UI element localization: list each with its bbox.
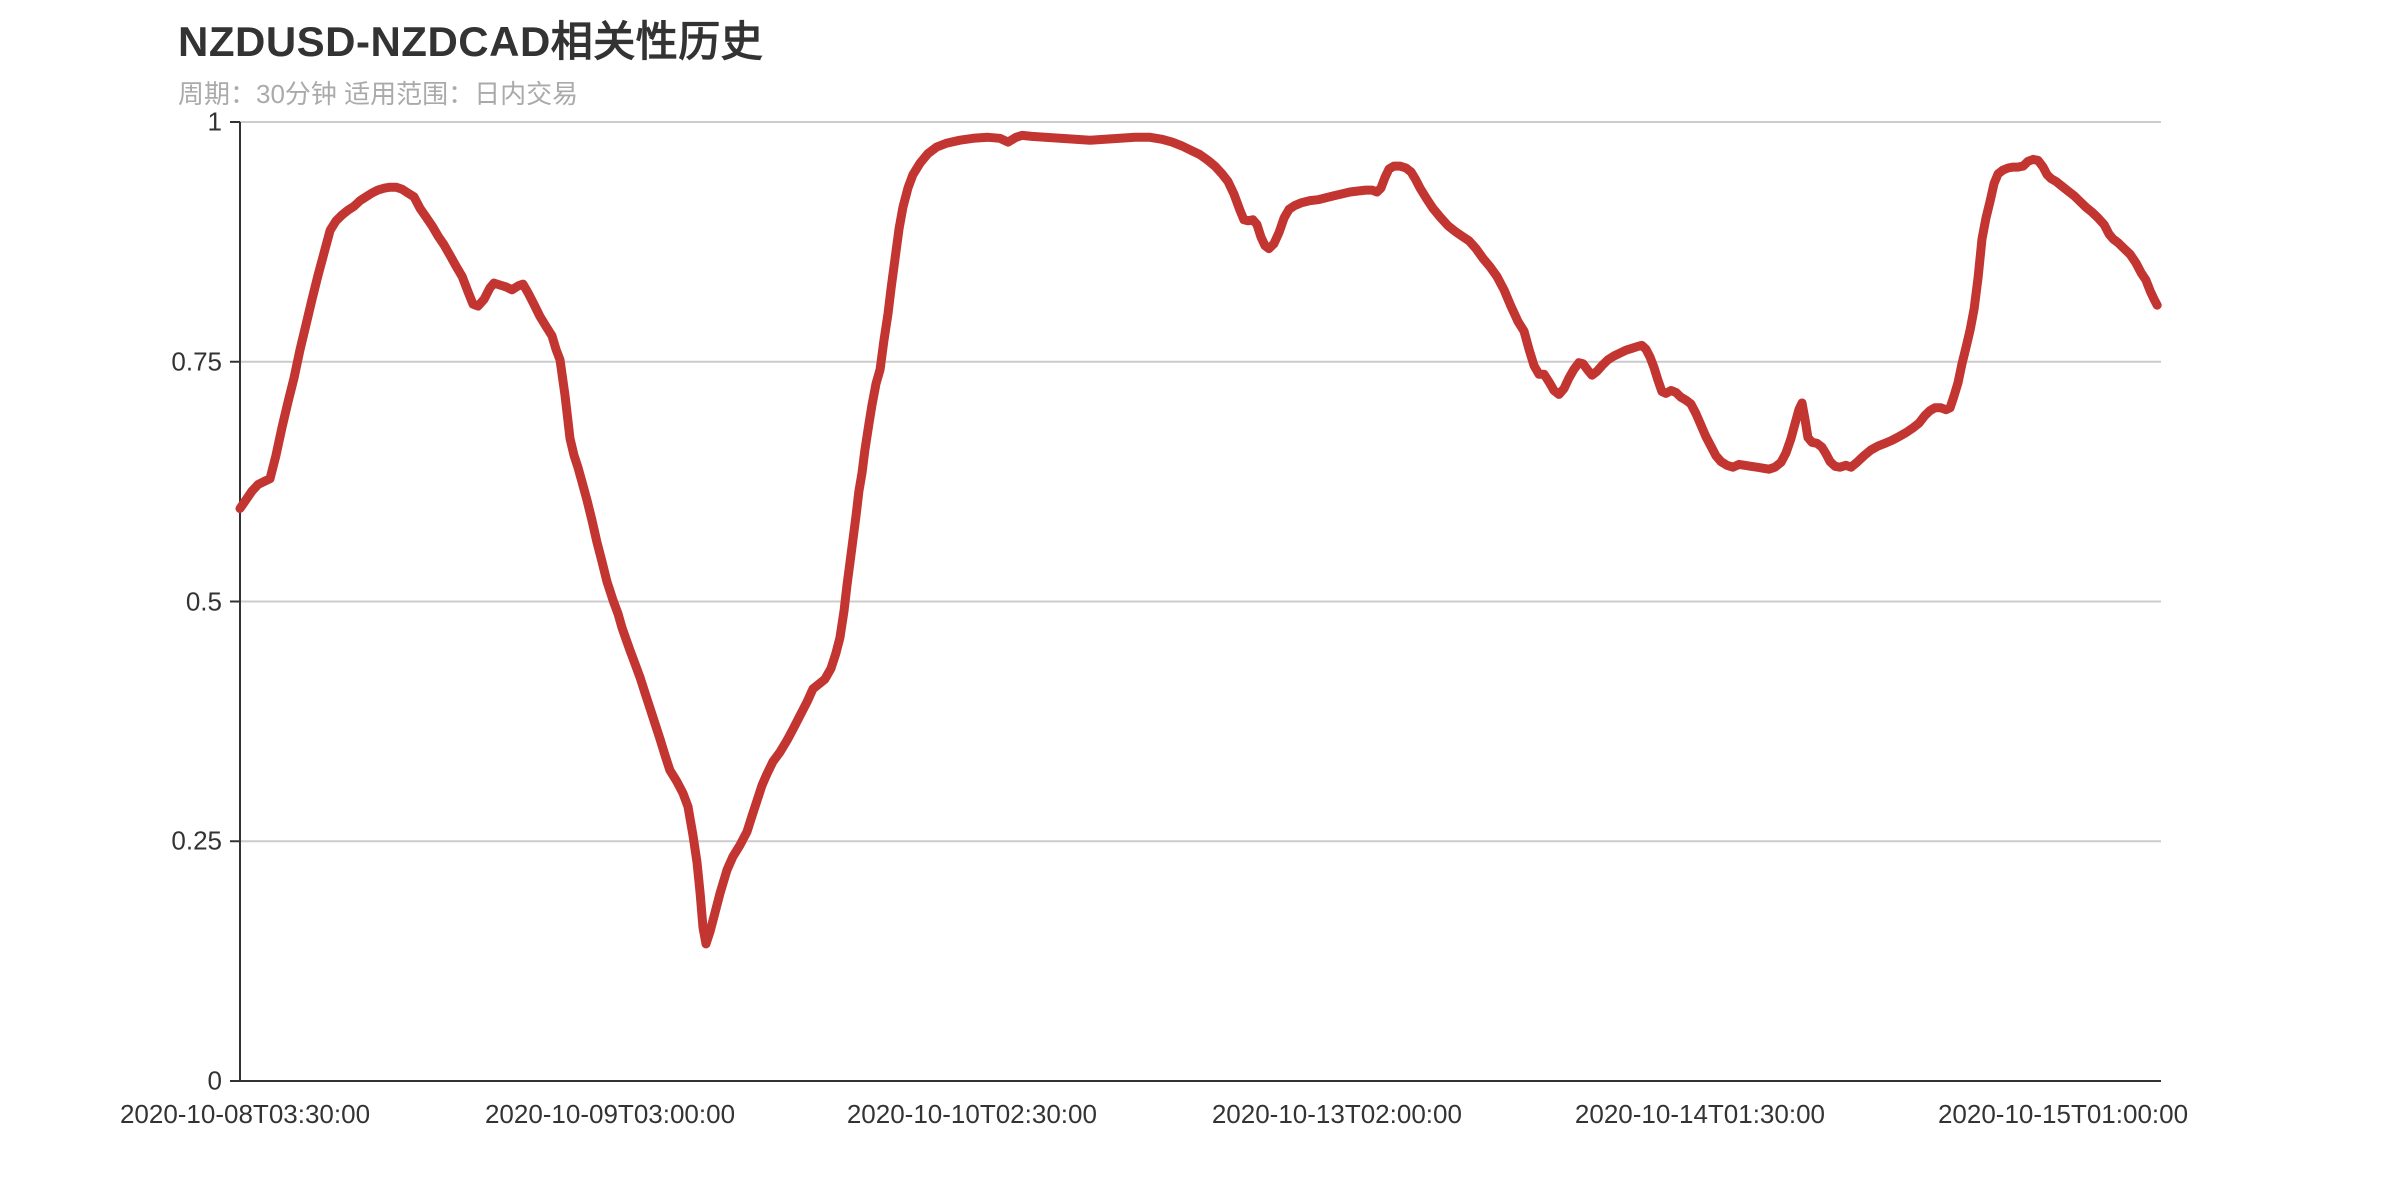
y-axis-tick-label: 0.75 (171, 346, 222, 377)
x-axis-tick-label: 2020-10-10T02:30:00 (846, 1099, 1097, 1129)
y-axis-tick-label: 0.25 (171, 825, 222, 856)
y-axis-tick-label: 0 (207, 1065, 222, 1096)
x-axis-tick-label: 2020-10-15T01:00:00 (1937, 1099, 2189, 1129)
y-axis-tick-label: 0.5 (185, 586, 222, 616)
chart-title: NZDUSD-NZDCAD相关性历史 (178, 18, 764, 65)
y-axis-tick-label: 1 (207, 106, 222, 137)
x-axis-tick-label: 2020-10-14T01:30:00 (1574, 1099, 1825, 1129)
x-axis-tick-label: 2020-10-09T03:00:00 (484, 1099, 736, 1129)
x-axis-tick-label: 2020-10-13T02:00:00 (1211, 1099, 1462, 1129)
x-axis-tick-label: 2020-10-08T03:30:00 (119, 1099, 371, 1129)
correlation-line-series[interactable] (235, 130, 2162, 949)
chart-subtitle: 周期：30分钟 适用范围：日内交易 (178, 79, 579, 109)
